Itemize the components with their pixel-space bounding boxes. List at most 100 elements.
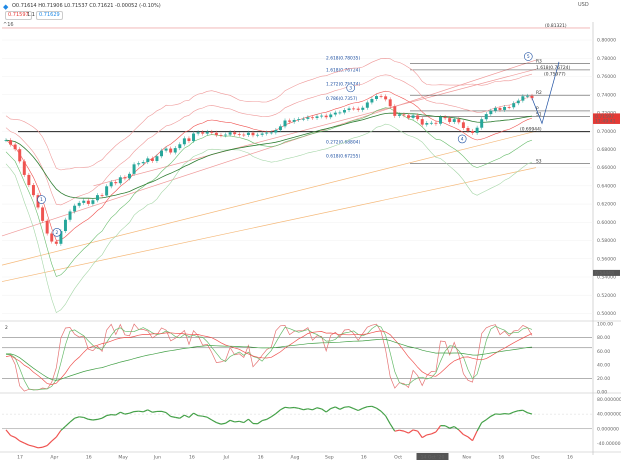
x-tick-label: 16 [567, 455, 573, 461]
stoch-tick-label: 80.00 [597, 335, 610, 341]
osc-segment [522, 409, 528, 414]
candle-body [416, 115, 420, 120]
candle-body [274, 130, 278, 133]
candle-body [503, 107, 507, 110]
x-tick-label: Jul [222, 455, 229, 461]
x-tick-label: 16 [86, 455, 92, 461]
candle-body [393, 106, 397, 116]
candle-body [201, 132, 205, 134]
osc-segment [476, 422, 483, 432]
candle-body [146, 158, 150, 163]
osc-segment [46, 440, 53, 446]
stoch-line [6, 338, 533, 381]
osc-segment [19, 440, 25, 444]
osc-segment [14, 436, 21, 442]
osc-segment [248, 418, 254, 424]
osc-segment [444, 425, 450, 429]
price-flag-label: 11:49:41 [595, 119, 616, 125]
osc-segment [28, 444, 34, 447]
indicator-count: 16 [7, 22, 14, 28]
osc-segment [321, 408, 327, 413]
osc-segment [362, 406, 368, 409]
candle-body [356, 108, 360, 110]
candle-body [91, 200, 95, 204]
osc-segment [101, 415, 107, 419]
candle-body [160, 150, 163, 157]
channel-line [1, 59, 537, 237]
candle-body [333, 112, 337, 115]
osc-segment [298, 407, 304, 411]
candle-body [379, 96, 383, 97]
osc-segment [184, 414, 190, 418]
x-tick-label: Dec [531, 455, 540, 461]
pivot-level-label: R2 [536, 90, 542, 96]
candle-body [265, 132, 269, 134]
quantity-field[interactable]: 1.1 [27, 12, 35, 18]
candle-body [489, 110, 493, 115]
candle-body [361, 107, 365, 110]
candle-body [420, 119, 424, 125]
candle-body [397, 114, 401, 116]
x-tick-label: 17 [17, 455, 23, 461]
x-tick-label: Apr [50, 455, 58, 461]
candle-body [132, 164, 136, 174]
osc-segment [115, 411, 121, 416]
candle-body [187, 138, 191, 142]
candle-body [498, 108, 502, 110]
price-flag [593, 113, 620, 120]
wave-label: 1 [40, 197, 43, 203]
osc-segment [206, 416, 213, 421]
pivot-level-label: S1 [536, 111, 542, 117]
fib-level-label: 2.618(0.78035) [326, 55, 360, 61]
candle-body [155, 156, 159, 161]
osc-segment [471, 430, 478, 441]
candle-body [530, 95, 534, 99]
wave-marker-circle [52, 228, 62, 237]
candle-body [13, 144, 17, 150]
candle-body [73, 205, 77, 212]
candle-body [22, 161, 26, 175]
osc-segment [69, 417, 75, 423]
x-tick-label: 16 [498, 455, 504, 461]
candle-body [27, 174, 31, 186]
candle-body [429, 122, 433, 124]
candle-body [278, 126, 282, 131]
osc-tick-label: 80.000000 [597, 397, 621, 403]
currency-label[interactable]: USD [578, 2, 589, 8]
price-tick-label: 0.78000 [597, 56, 616, 62]
candle-body [288, 120, 292, 122]
osc-segment [60, 425, 66, 431]
osc-segment [165, 412, 172, 417]
candle-body [411, 115, 415, 118]
x-tick-label: 16 [361, 455, 367, 461]
osc-segment [79, 416, 84, 419]
stoch-tick-label: 0.00 [597, 390, 607, 396]
candle-body [173, 148, 177, 153]
candle-body [123, 177, 127, 179]
osc-segment [65, 421, 71, 427]
osc-segment [453, 426, 460, 431]
buy-button[interactable]: 0.71629 [36, 11, 63, 20]
symbol-icon[interactable]: ◆ [3, 3, 9, 11]
pivot-level-label: (0.81321) [545, 23, 567, 29]
candle-body [480, 119, 484, 128]
candle-body [475, 127, 479, 133]
time-cursor-flag [416, 453, 449, 460]
candle-body [260, 133, 264, 135]
price-tick-label: 0.58000 [597, 238, 616, 244]
candle-body [196, 132, 200, 134]
indicators-toggle[interactable]: ^ 16 [3, 22, 14, 28]
candle-body [50, 233, 54, 242]
candle-body [425, 123, 429, 125]
osc-segment [261, 418, 267, 422]
osc-segment [55, 430, 62, 438]
sell-button[interactable]: 0.71597 [5, 11, 32, 20]
candle-body [301, 118, 305, 120]
candle-body [375, 96, 378, 99]
candle-body [315, 116, 319, 118]
candle-body [114, 182, 118, 184]
candle-body [525, 95, 529, 97]
band-line [5, 58, 533, 171]
candle-body [219, 135, 223, 136]
